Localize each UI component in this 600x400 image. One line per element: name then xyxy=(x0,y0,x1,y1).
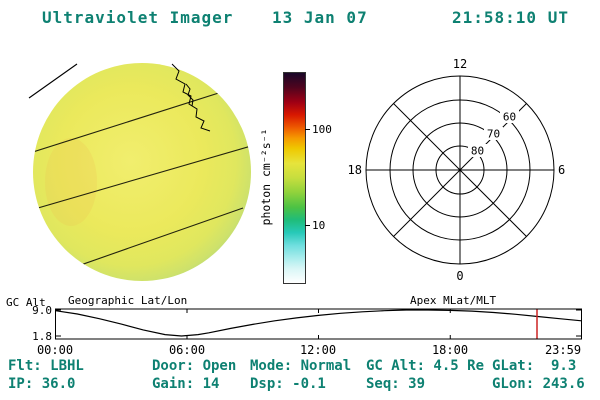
ring-label-60: 60 xyxy=(503,111,516,124)
right-panel-title: Apex MLat/MLT xyxy=(410,294,497,307)
airglow-patch xyxy=(45,138,97,226)
status-ip: IP: 36.0 xyxy=(8,376,76,392)
xtick-1800: 18:00 xyxy=(431,343,469,357)
status-mode: Mode: Normal xyxy=(250,358,352,374)
mlt-label-0: 0 xyxy=(456,269,463,283)
header-date: 13 Jan 07 xyxy=(272,8,368,27)
colorbar-label-100: 100 xyxy=(312,123,332,136)
ring-label-70: 70 xyxy=(487,128,500,141)
mlt-hour-labels: 12 0 18 6 xyxy=(348,57,565,283)
status-flt: Flt: LBHL xyxy=(8,358,84,374)
xtick-2359: 23:59 xyxy=(544,343,582,357)
ring-label-80: 80 xyxy=(471,145,484,158)
xtick-1200: 12:00 xyxy=(299,343,337,357)
uv-earth-image xyxy=(28,63,251,281)
coastline-branch xyxy=(185,83,194,107)
coastline-outline xyxy=(171,63,211,132)
mlt-label-18: 18 xyxy=(348,163,362,177)
gcalt-strip-chart xyxy=(55,308,582,340)
gcalt-curve xyxy=(55,309,582,337)
left-panel-title: Geographic Lat/Lon xyxy=(68,294,188,307)
status-row-2: IP: 36.0 Gain: 14 Dsp: -0.1 Seq: 39 GLon… xyxy=(0,376,600,394)
status-gcalt: GC Alt: 4.5 Re xyxy=(366,358,485,374)
mlt-label-6: 6 xyxy=(558,163,565,177)
colorbar-tick-10 xyxy=(305,225,310,226)
colorbar-tick-100 xyxy=(305,129,310,130)
mlt-label-12: 12 xyxy=(453,57,467,71)
header-time: 21:58:10 UT xyxy=(452,8,569,27)
colorbar xyxy=(283,72,306,284)
colorbar-label-10: 10 xyxy=(312,219,326,232)
status-door: Door: Open xyxy=(152,358,237,374)
colorbar-unit-label: photon cm⁻²s⁻¹ xyxy=(259,128,273,226)
status-glon: GLon: 243.6 xyxy=(492,376,585,392)
mlat-ring-labels: 60 70 80 xyxy=(468,110,519,158)
ytick-9: 9.0 xyxy=(32,304,52,317)
status-glat: GLat: 9.3 xyxy=(492,358,577,374)
ytick-1-8: 1.8 xyxy=(32,330,52,343)
mlt-spokes xyxy=(366,76,554,264)
polar-grid-plot: 60 70 80 12 0 18 6 xyxy=(348,57,565,283)
xtick-0600: 06:00 xyxy=(168,343,206,357)
geographic-grid-lines xyxy=(33,83,251,275)
status-seq: Seq: 39 xyxy=(366,376,426,392)
page-title: Ultraviolet Imager xyxy=(42,8,234,27)
status-row-1: Flt: LBHL Door: Open Mode: Normal GC Alt… xyxy=(0,358,600,376)
grid-line-offdisk xyxy=(28,63,78,99)
status-dsp: Dsp: -0.1 xyxy=(250,376,326,392)
status-gain: Gain: 14 xyxy=(152,376,220,392)
strip-axis-label: GC Alt xyxy=(6,296,46,309)
xtick-0000: 00:00 xyxy=(36,343,74,357)
